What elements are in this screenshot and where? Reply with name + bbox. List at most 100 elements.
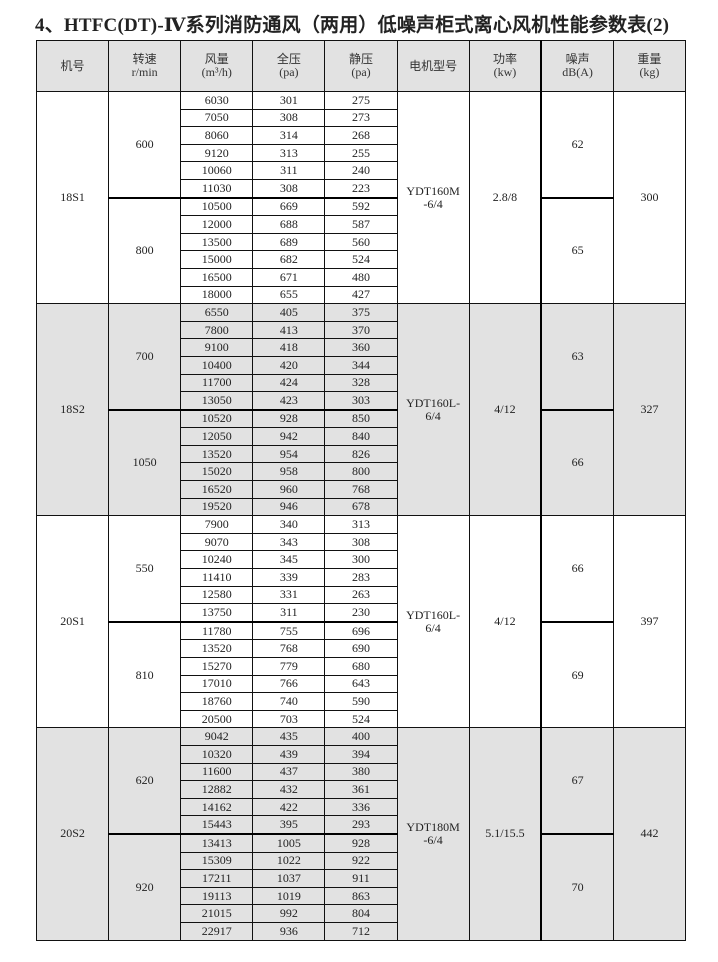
- column-header: 重量 (kg): [612, 40, 687, 92]
- airflow-cell: 10240: [180, 550, 254, 570]
- table-row: 11700 424 328: [37, 373, 686, 393]
- airflow-cell: 19113: [180, 886, 254, 906]
- model-cell: 18S1: [35, 90, 110, 305]
- table-row: 20S1 550 7900 340 313 YDT160L- 6/4 4/12 66 397: [35, 515, 687, 729]
- total-pressure-cell: 313: [252, 143, 326, 163]
- speed-cell: 1050: [108, 408, 182, 517]
- static-pressure-cell: 394: [324, 744, 398, 764]
- table-row: 15000 682 524: [37, 250, 686, 269]
- column-header: 风量 (m³/h): [180, 40, 254, 92]
- table-row: 16500 671 480: [37, 267, 686, 287]
- weight-cell: 397: [612, 515, 687, 729]
- total-pressure-cell: 437: [252, 762, 326, 782]
- static-pressure-cell: 690: [324, 639, 398, 658]
- total-pressure-cell: 1037: [252, 869, 326, 888]
- table-row: 20500 703 524: [37, 709, 686, 729]
- total-pressure-cell: 1005: [252, 832, 326, 853]
- static-pressure-cell: 800: [324, 462, 398, 482]
- model-cell: 18S2: [35, 303, 110, 517]
- table-row: 10060 311 240: [37, 161, 686, 180]
- static-pressure-cell: 273: [324, 108, 398, 128]
- airflow-cell: 10060: [180, 161, 254, 180]
- column-header: 全压 (pa): [252, 40, 326, 92]
- speed-cell: 800: [108, 196, 182, 305]
- table-row: 810 11780 755 696 69: [37, 620, 686, 729]
- model-cell: 20S2: [35, 727, 110, 941]
- noise-cell: 62: [540, 90, 614, 199]
- static-pressure-cell: 300: [324, 550, 398, 570]
- total-pressure-cell: 946: [252, 497, 326, 517]
- airflow-cell: 21015: [180, 904, 254, 923]
- table-row: 920 13413 1005 928 70: [37, 832, 686, 941]
- airflow-cell: 12050: [180, 427, 254, 446]
- table-row: 1050 10520 928 850 66: [37, 408, 686, 517]
- airflow-cell: 14162: [180, 797, 254, 817]
- speed-cell: 810: [108, 620, 182, 729]
- airflow-cell: 12882: [180, 780, 254, 799]
- speed-cell: 550: [108, 515, 182, 623]
- airflow-cell: 18000: [180, 285, 254, 305]
- weight-cell: 327: [612, 303, 687, 517]
- static-pressure-cell: 922: [324, 851, 398, 871]
- total-pressure-cell: 655: [252, 285, 326, 305]
- static-pressure-cell: 643: [324, 674, 398, 694]
- page-title: 4、HTFC(DT)-Ⅳ系列消防通风（两用）低噪声柜式离心风机性能参数表(2): [35, 15, 670, 36]
- total-pressure-cell: 942: [252, 427, 326, 446]
- noise-cell: 66: [540, 408, 614, 517]
- column-header: 机号: [35, 40, 110, 92]
- static-pressure-cell: 863: [324, 886, 398, 906]
- noise-cell: 70: [540, 832, 614, 941]
- airflow-cell: 13750: [180, 603, 254, 623]
- total-pressure-cell: 689: [252, 232, 326, 252]
- power-cell: 2.8/8: [468, 90, 543, 305]
- static-pressure-cell: 268: [324, 126, 398, 145]
- static-pressure-cell: 230: [324, 603, 398, 623]
- airflow-cell: 19520: [180, 497, 254, 517]
- static-pressure-cell: 560: [324, 232, 398, 252]
- airflow-cell: 9042: [180, 727, 254, 746]
- total-pressure-cell: 311: [252, 603, 326, 623]
- weight-cell: 300: [612, 90, 687, 305]
- static-pressure-cell: 283: [324, 568, 398, 587]
- table-row: 11410 339 283: [37, 568, 686, 587]
- table-row: 18S2 700 6550 405 375 YDT160L- 6/4 4/12 63 327: [35, 303, 687, 517]
- table-row: 15020 958 800: [37, 462, 686, 482]
- total-pressure-cell: 311: [252, 161, 326, 180]
- table-row: 17211 1037 911: [37, 869, 686, 888]
- static-pressure-cell: 380: [324, 762, 398, 782]
- column-header: 功率 (kw): [468, 40, 543, 92]
- table-row: 11600 437 380: [37, 762, 686, 782]
- weight-cell: 442: [612, 727, 687, 941]
- noise-cell: 67: [540, 727, 614, 835]
- table-row: 19113 1019 863: [37, 886, 686, 906]
- table-row: 15309 1022 922: [37, 851, 686, 871]
- airflow-cell: 13500: [180, 232, 254, 252]
- total-pressure-cell: 331: [252, 585, 326, 605]
- static-pressure-cell: 524: [324, 709, 398, 729]
- airflow-cell: 17010: [180, 674, 254, 694]
- static-pressure-cell: 255: [324, 143, 398, 163]
- airflow-cell: 13413: [180, 832, 254, 853]
- static-pressure-cell: 344: [324, 355, 398, 375]
- table-row: 13520 768 690: [37, 639, 686, 658]
- airflow-cell: 15270: [180, 657, 254, 676]
- total-pressure-cell: 1022: [252, 851, 326, 871]
- static-pressure-cell: 400: [324, 727, 398, 746]
- static-pressure-cell: 240: [324, 161, 398, 180]
- airflow-cell: 11600: [180, 762, 254, 782]
- airflow-cell: 18760: [180, 692, 254, 711]
- airflow-cell: 7900: [180, 515, 254, 534]
- static-pressure-cell: 328: [324, 373, 398, 393]
- motor-cell: YDT160L- 6/4: [396, 515, 470, 729]
- table-row: 7800 413 370: [37, 320, 686, 340]
- column-header: 电机型号: [396, 40, 470, 92]
- static-pressure-cell: 826: [324, 444, 398, 464]
- static-pressure-cell: 303: [324, 391, 398, 411]
- airflow-cell: 13520: [180, 639, 254, 658]
- total-pressure-cell: 740: [252, 692, 326, 711]
- static-pressure-cell: 313: [324, 515, 398, 534]
- total-pressure-cell: 423: [252, 391, 326, 411]
- static-pressure-cell: 696: [324, 620, 398, 641]
- airflow-cell: 9070: [180, 532, 254, 552]
- static-pressure-cell: 360: [324, 338, 398, 357]
